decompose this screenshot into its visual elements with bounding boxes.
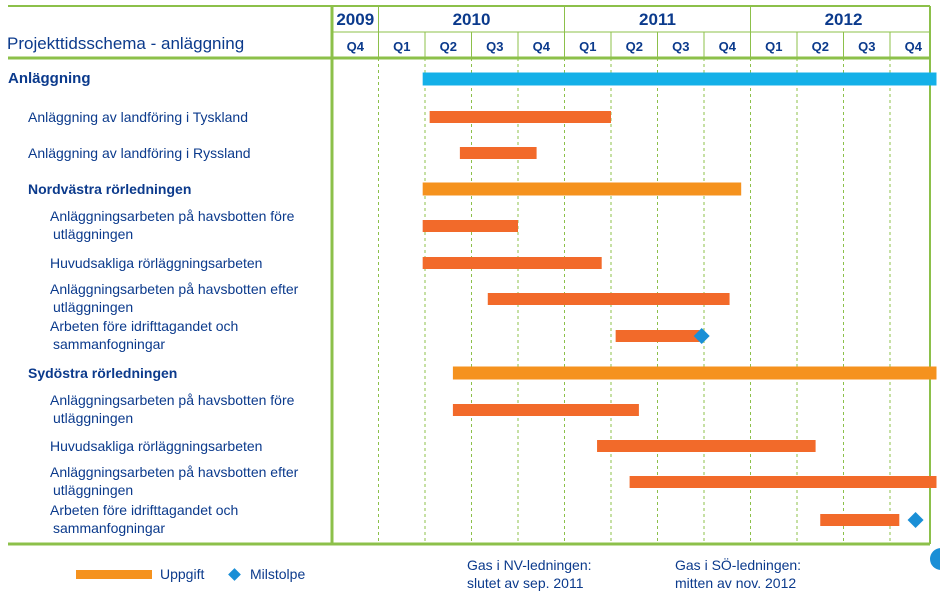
task-label: Huvudsakliga rörläggningsarbeten — [50, 255, 263, 271]
page-indicator-dot — [930, 548, 940, 570]
quarter-label: Q4 — [346, 39, 364, 54]
task-label: Anläggningsarbeten på havsbotten före utl… — [50, 392, 295, 426]
task-bar — [422, 182, 742, 196]
task-label: Anläggningsarbeten på havsbotten efter ut… — [50, 464, 299, 498]
task-bar — [429, 111, 611, 123]
note-nv-line1: Gas i NV-ledningen: — [467, 557, 592, 573]
note-nv-line2: slutet av sep. 2011 — [467, 575, 584, 591]
quarter-label: Q3 — [486, 39, 504, 54]
year-label: 2010 — [452, 10, 491, 29]
quarter-label: Q3 — [672, 39, 690, 54]
year-label: 2009 — [336, 10, 375, 29]
task-label: Sydöstra rörledningen — [28, 365, 178, 381]
quarter-label: Q4 — [904, 39, 922, 54]
quarter-label: Q2 — [625, 39, 643, 54]
task-bar — [615, 330, 700, 342]
task-bar — [597, 440, 816, 452]
task-label-line2: sammanfogningar — [53, 336, 166, 352]
task-bar — [629, 476, 937, 488]
task-label: Anläggning av landföring i Tyskland — [28, 109, 249, 125]
task-bar — [820, 514, 900, 526]
legend-task-label: Uppgift — [160, 566, 205, 582]
task-bar — [459, 147, 537, 159]
task-label: Anläggningsarbeten på havsbotten efter ut… — [50, 281, 299, 315]
milestone-diamond — [693, 328, 710, 344]
task-bar — [487, 293, 730, 305]
quarter-label: Q1 — [393, 39, 411, 54]
task-label-line2: utläggningen — [53, 410, 134, 426]
task-label-line2: utläggningen — [53, 482, 134, 498]
note-so: Gas i SÖ-ledningen: mitten av nov. 2012 — [675, 556, 801, 592]
quarter-label: Q4 — [532, 39, 550, 54]
task-label: Arbeten före idrifttagandet och sammanfog… — [50, 318, 239, 352]
task-label: Anläggning — [8, 70, 91, 87]
task-bar — [452, 404, 639, 416]
legend-milestone-label: Milstolpe — [250, 566, 306, 582]
task-bar — [422, 220, 518, 232]
note-so-line1: Gas i SÖ-ledningen: — [675, 557, 802, 573]
chart-title: Projekttidsschema - anläggning — [7, 34, 245, 53]
quarter-label: Q1 — [579, 39, 597, 54]
task-label-line2: sammanfogningar — [53, 520, 166, 536]
milestone-diamond — [907, 512, 924, 528]
task-label: Nordvästra rörledningen — [28, 181, 192, 197]
task-label: Anläggning av landföring i Ryssland — [28, 145, 251, 161]
year-label: 2011 — [639, 10, 676, 29]
task-bar — [422, 72, 937, 86]
task-bar — [422, 257, 602, 269]
legend-task-swatch — [76, 570, 152, 579]
task-label: Huvudsakliga rörläggningsarbeten — [50, 438, 263, 454]
task-bar — [452, 366, 937, 380]
note-so-line2: mitten av nov. 2012 — [675, 575, 797, 591]
quarter-label: Q2 — [811, 39, 829, 54]
quarter-label: Q1 — [765, 39, 783, 54]
year-label: 2012 — [824, 10, 863, 29]
quarter-label: Q2 — [439, 39, 457, 54]
note-nv: Gas i NV-ledningen: slutet av sep. 2011 — [467, 556, 592, 592]
quarter-label: Q3 — [858, 39, 876, 54]
quarter-label: Q4 — [718, 39, 736, 54]
task-label: Arbeten före idrifttagandet och sammanfog… — [50, 502, 239, 536]
task-label-line2: utläggningen — [53, 299, 134, 315]
task-label-line2: utläggningen — [53, 226, 134, 242]
task-label: Anläggningsarbeten på havsbotten före utl… — [50, 208, 295, 242]
